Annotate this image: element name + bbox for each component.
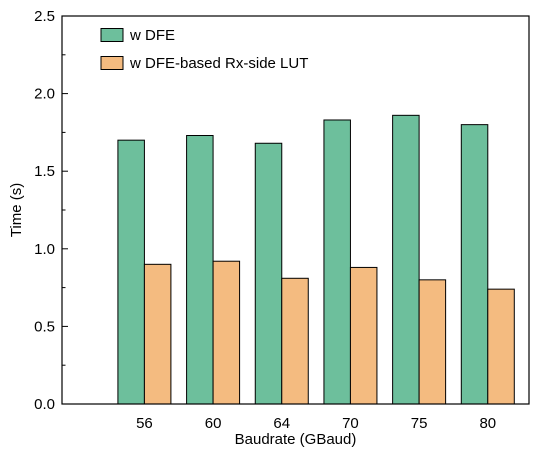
bar-w-dfe-60: [186, 135, 214, 405]
x-tick-label: 56: [136, 415, 153, 432]
y-tick-label: 1.0: [34, 241, 55, 258]
x-tick-label: 80: [479, 415, 496, 432]
y-tick-label: 2.0: [34, 86, 55, 103]
x-tick-label: 75: [411, 415, 428, 432]
legend: w DFE w DFE-based Rx-side LUT: [100, 27, 308, 72]
legend-swatch-lut: [100, 56, 124, 70]
bar-lut-80: [487, 288, 515, 405]
bar-lut-64: [281, 277, 309, 405]
x-tick-label: 60: [205, 415, 222, 432]
bars-group: [117, 114, 515, 405]
x-axis-label: Baudrate (GBaud): [235, 431, 357, 448]
plot-frame: [61, 15, 530, 405]
bar-w-dfe-64: [254, 142, 283, 405]
bar-lut-75: [418, 279, 447, 405]
y-axis-label: Time (s): [8, 183, 25, 237]
bar-lut-60: [212, 260, 241, 405]
y-tick-label: 0.5: [34, 318, 55, 335]
x-tick-label: 64: [273, 415, 290, 432]
legend-swatch-w-dfe: [100, 28, 124, 42]
bar-lut-70: [349, 266, 378, 405]
legend-label-lut: w DFE-based Rx-side LUT: [129, 55, 308, 72]
x-tick-label: 70: [342, 415, 359, 432]
axes-group: 56 60 64 70 75 80 0.0 0.5 1.0 1.5 2.0 2.5: [34, 8, 496, 432]
bar-w-dfe-75: [392, 114, 420, 405]
bar-w-dfe-70: [323, 119, 351, 405]
y-tick-label: 0.0: [34, 396, 55, 413]
legend-label-w-dfe: w DFE: [129, 27, 175, 44]
y-tick-label: 2.5: [34, 8, 55, 25]
bar-lut-56: [143, 263, 172, 405]
bar-w-dfe-80: [460, 124, 489, 405]
bar-w-dfe-56: [117, 139, 145, 405]
y-tick-label: 1.5: [34, 163, 55, 180]
